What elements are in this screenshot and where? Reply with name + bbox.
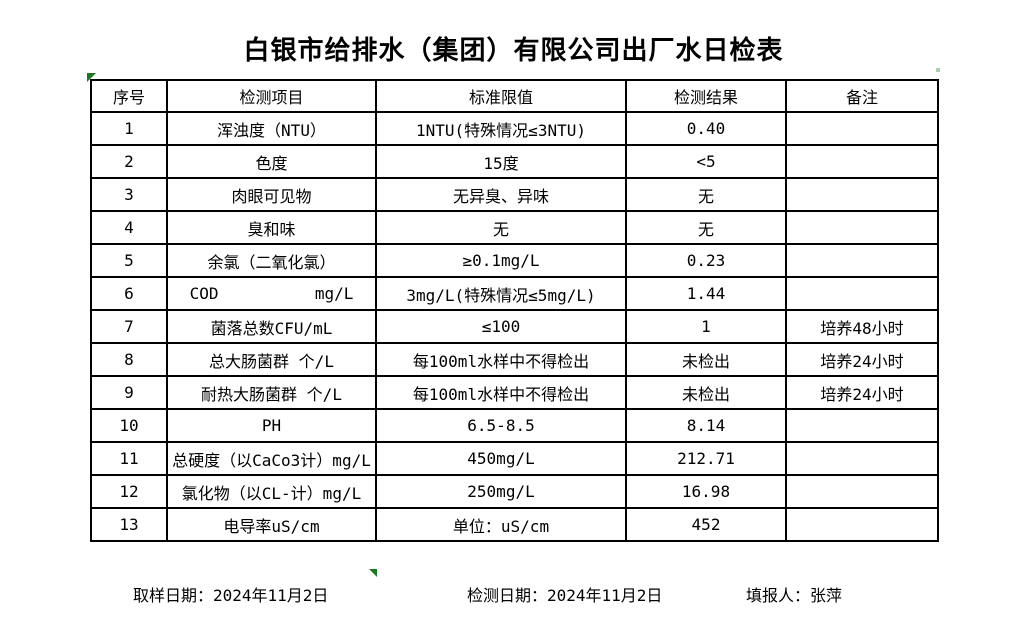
cell-note bbox=[785, 210, 939, 245]
inspection-table: 序号 检测项目 标准限值 检测结果 备注 1 浑浊度（NTU） 1NTU(特殊情… bbox=[90, 79, 939, 542]
cell-limit: 每100ml水样中不得检出 bbox=[375, 342, 627, 377]
cell-item: 臭和味 bbox=[166, 210, 377, 245]
table-row: 7 菌落总数CFU/mL ≤100 1 培养48小时 bbox=[90, 309, 939, 344]
cell-limit: 15度 bbox=[375, 144, 627, 179]
cell-result: 未检出 bbox=[625, 375, 787, 410]
cell-item: 菌落总数CFU/mL bbox=[166, 309, 377, 344]
cell-note bbox=[785, 144, 939, 179]
cell-no: 7 bbox=[90, 309, 168, 344]
table-row: 9 耐热大肠菌群 个/L 每100ml水样中不得检出 未检出 培养24小时 bbox=[90, 375, 939, 410]
cell-note bbox=[785, 474, 939, 509]
cell-no: 13 bbox=[90, 507, 168, 542]
cell-no: 8 bbox=[90, 342, 168, 377]
cell-limit: 250mg/L bbox=[375, 474, 627, 509]
cell-limit: 3mg/L(特殊情况≤5mg/L) bbox=[375, 276, 627, 311]
table-row: 13 电导率uS/cm 单位：uS/cm 452 bbox=[90, 507, 939, 542]
cell-note bbox=[785, 111, 939, 146]
cell-item: 电导率uS/cm bbox=[166, 507, 377, 542]
reporter-label: 填报人：张萍 bbox=[746, 586, 843, 605]
cell-limit: 1NTU(特殊情况≤3NTU) bbox=[375, 111, 627, 146]
cell-result: <5 bbox=[625, 144, 787, 179]
table-body: 1 浑浊度（NTU） 1NTU(特殊情况≤3NTU) 0.40 2 色度 15度… bbox=[90, 111, 939, 542]
table-row: 3 肉眼可见物 无异臭、异味 无 bbox=[90, 177, 939, 212]
header-item: 检测项目 bbox=[166, 79, 377, 113]
cell-limit: 无 bbox=[375, 210, 627, 245]
cell-limit: 无异臭、异味 bbox=[375, 177, 627, 212]
table-header: 序号 检测项目 标准限值 检测结果 备注 bbox=[90, 79, 939, 113]
table-row: 1 浑浊度（NTU） 1NTU(特殊情况≤3NTU) 0.40 bbox=[90, 111, 939, 146]
cell-note bbox=[785, 408, 939, 443]
cell-no: 5 bbox=[90, 243, 168, 278]
cell-item: 氯化物（以CL-计）mg/L bbox=[166, 474, 377, 509]
table-row: 2 色度 15度 <5 bbox=[90, 144, 939, 179]
cell-note: 培养24小时 bbox=[785, 375, 939, 410]
green-dot-icon bbox=[936, 68, 940, 72]
cell-result: 1.44 bbox=[625, 276, 787, 311]
cell-note bbox=[785, 441, 939, 476]
cell-item: 浑浊度（NTU） bbox=[166, 111, 377, 146]
table-row: 6 COD mg/L 3mg/L(特殊情况≤5mg/L) 1.44 bbox=[90, 276, 939, 311]
cell-no: 6 bbox=[90, 276, 168, 311]
cell-item: 肉眼可见物 bbox=[166, 177, 377, 212]
cell-limit: 450mg/L bbox=[375, 441, 627, 476]
cell-item: 总大肠菌群 个/L bbox=[166, 342, 377, 377]
cell-no: 2 bbox=[90, 144, 168, 179]
table-row: 11 总硬度（以CaCo3计）mg/L 450mg/L 212.71 bbox=[90, 441, 939, 476]
cell-limit: 每100ml水样中不得检出 bbox=[375, 375, 627, 410]
cell-no: 9 bbox=[90, 375, 168, 410]
cell-item: 总硬度（以CaCo3计）mg/L bbox=[166, 441, 377, 476]
cell-item: PH bbox=[166, 408, 377, 443]
header-limit: 标准限值 bbox=[375, 79, 627, 113]
cell-result: 1 bbox=[625, 309, 787, 344]
cell-note bbox=[785, 507, 939, 542]
table-row: 10 PH 6.5-8.5 8.14 bbox=[90, 408, 939, 443]
cell-note bbox=[785, 243, 939, 278]
header-no: 序号 bbox=[90, 79, 168, 113]
cell-result: 0.23 bbox=[625, 243, 787, 278]
cell-result: 212.71 bbox=[625, 441, 787, 476]
cell-result: 16.98 bbox=[625, 474, 787, 509]
table-row: 4 臭和味 无 无 bbox=[90, 210, 939, 245]
cell-result: 无 bbox=[625, 177, 787, 212]
header-result: 检测结果 bbox=[625, 79, 787, 113]
cell-result: 无 bbox=[625, 210, 787, 245]
table-row: 8 总大肠菌群 个/L 每100ml水样中不得检出 未检出 培养24小时 bbox=[90, 342, 939, 377]
cell-item: 色度 bbox=[166, 144, 377, 179]
sampling-date-label: 取样日期：2024年11月2日 bbox=[133, 586, 329, 605]
table-row: 5 余氯（二氧化氯） ≥0.1mg/L 0.23 bbox=[90, 243, 939, 278]
cell-item: 耐热大肠菌群 个/L bbox=[166, 375, 377, 410]
cell-no: 11 bbox=[90, 441, 168, 476]
header-note: 备注 bbox=[785, 79, 939, 113]
cell-no: 12 bbox=[90, 474, 168, 509]
cell-result: 未检出 bbox=[625, 342, 787, 377]
cell-item: 余氯（二氧化氯） bbox=[166, 243, 377, 278]
cell-limit: 单位：uS/cm bbox=[375, 507, 627, 542]
cell-no: 1 bbox=[90, 111, 168, 146]
cell-result: 452 bbox=[625, 507, 787, 542]
cell-result: 0.40 bbox=[625, 111, 787, 146]
cell-result: 8.14 bbox=[625, 408, 787, 443]
cell-no: 4 bbox=[90, 210, 168, 245]
header-row: 序号 检测项目 标准限值 检测结果 备注 bbox=[90, 79, 939, 113]
cell-no: 10 bbox=[90, 408, 168, 443]
cell-limit: ≤100 bbox=[375, 309, 627, 344]
table-row: 12 氯化物（以CL-计）mg/L 250mg/L 16.98 bbox=[90, 474, 939, 509]
cell-limit: 6.5-8.5 bbox=[375, 408, 627, 443]
green-corner-triangle-icon bbox=[369, 569, 377, 577]
cell-note bbox=[785, 276, 939, 311]
cell-note: 培养24小时 bbox=[785, 342, 939, 377]
cell-limit: ≥0.1mg/L bbox=[375, 243, 627, 278]
cell-no: 3 bbox=[90, 177, 168, 212]
cell-note bbox=[785, 177, 939, 212]
green-corner-triangle-icon bbox=[87, 73, 96, 82]
page-title: 白银市给排水（集团）有限公司出厂水日检表 bbox=[243, 36, 784, 66]
cell-item: COD mg/L bbox=[166, 276, 377, 311]
cell-note: 培养48小时 bbox=[785, 309, 939, 344]
test-date-label: 检测日期：2024年11月2日 bbox=[467, 586, 663, 605]
